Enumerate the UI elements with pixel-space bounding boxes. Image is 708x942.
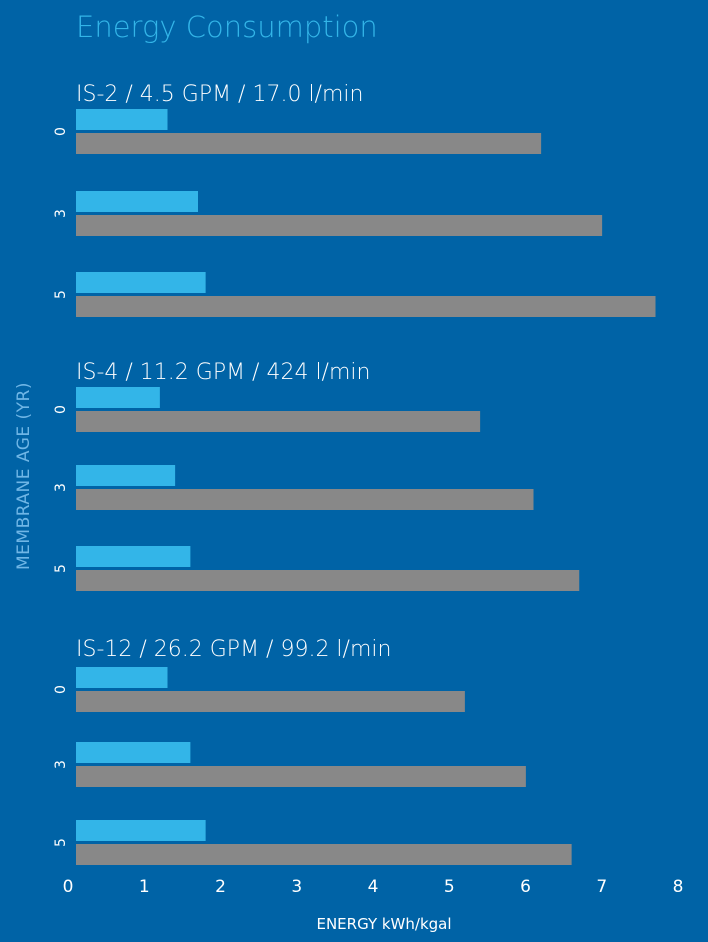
bar	[76, 570, 580, 591]
bar	[76, 546, 191, 567]
category-label: 0	[53, 685, 69, 694]
x-tick-label: 6	[520, 877, 531, 897]
x-tick-label: 5	[444, 877, 455, 897]
category-label: 5	[53, 564, 69, 573]
category-label: 3	[53, 209, 69, 218]
bar	[76, 387, 160, 408]
bar	[76, 742, 191, 763]
labels-layer: IS-2 / 4.5 GPM / 17.0 l/min 0 3 5 IS-4 / 11.…	[53, 82, 391, 847]
x-tick-label: 2	[215, 877, 226, 897]
group-title: IS-2 / 4.5 GPM / 17.0 l/min	[76, 82, 363, 107]
category-label: 5	[53, 838, 69, 847]
x-tick-label: 3	[291, 877, 302, 897]
category-label: 3	[53, 483, 69, 492]
y-axis-label: MEMBRANE AGE (YR)	[14, 382, 34, 570]
bar	[76, 844, 572, 865]
category-label: 0	[53, 127, 69, 136]
category-label: 3	[53, 760, 69, 769]
bar	[76, 465, 176, 486]
bar	[76, 691, 465, 712]
bar	[76, 411, 481, 432]
group-title: IS-12 / 26.2 GPM / 99.2 l/min	[76, 637, 391, 662]
x-tick-label: 7	[596, 877, 607, 897]
chart-title: Energy Consumption	[76, 10, 378, 44]
x-tick-label: 1	[139, 877, 150, 897]
category-label: 0	[53, 405, 69, 414]
x-axis-label: ENERGY kWh/kgal	[316, 915, 451, 933]
bar	[76, 191, 198, 212]
bars-layer	[76, 109, 656, 865]
bar	[76, 215, 603, 236]
bar	[76, 667, 168, 688]
bar	[76, 296, 656, 317]
x-tick-label: 8	[673, 877, 684, 897]
category-label: 5	[53, 290, 69, 299]
bar	[76, 489, 534, 510]
bar	[76, 109, 168, 130]
x-tick-label: 0	[63, 877, 74, 897]
bar	[76, 272, 206, 293]
bar	[76, 766, 526, 787]
x-tick-label: 4	[368, 877, 379, 897]
group-title: IS-4 / 11.2 GPM / 424 l/min	[76, 360, 370, 385]
bar	[76, 133, 542, 154]
bar	[76, 820, 206, 841]
x-axis-ticks: 0 1 2 3 4 5 6 7 8	[63, 877, 684, 897]
